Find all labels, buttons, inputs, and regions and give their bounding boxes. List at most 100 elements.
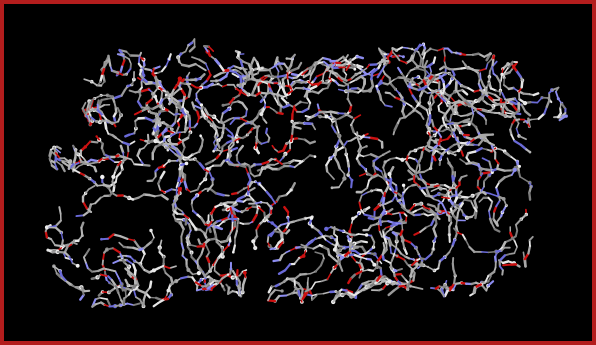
bond (259, 95, 267, 103)
bond (437, 192, 447, 197)
atom (199, 134, 202, 137)
bond (481, 157, 491, 163)
bond (75, 214, 85, 218)
bond (442, 121, 449, 130)
bond (241, 101, 249, 111)
bond (277, 93, 285, 98)
bond (217, 83, 224, 88)
bond (335, 124, 340, 134)
bond (116, 53, 126, 58)
bond (456, 211, 460, 220)
bond (302, 154, 311, 162)
bond (238, 117, 247, 122)
bond (515, 122, 520, 130)
bond (393, 76, 400, 81)
bond (299, 272, 308, 276)
bond (441, 202, 447, 212)
bond (329, 174, 335, 180)
bond (372, 156, 380, 163)
bond (190, 222, 198, 231)
atom (221, 103, 225, 107)
bond (378, 229, 383, 238)
bond (172, 88, 181, 96)
bond (290, 133, 294, 143)
bond (376, 273, 383, 282)
bond (465, 215, 473, 219)
bond (404, 101, 413, 107)
bond (383, 184, 390, 195)
bond (247, 62, 253, 72)
bond (145, 240, 153, 247)
bond (492, 210, 496, 220)
bond (379, 59, 390, 64)
bond (229, 117, 237, 125)
bond (370, 234, 376, 244)
atom (226, 273, 230, 276)
bond (292, 125, 302, 130)
bond (278, 294, 288, 298)
bond (86, 267, 93, 273)
bond (383, 235, 388, 245)
bond (472, 286, 476, 294)
bond (488, 210, 491, 220)
bond (399, 228, 404, 237)
bond (168, 148, 177, 155)
bond (335, 146, 344, 152)
bond (124, 278, 130, 287)
bond (200, 247, 205, 256)
bond (478, 133, 489, 137)
bond (136, 148, 142, 157)
bond (114, 164, 120, 172)
bond (79, 159, 87, 165)
bond (421, 84, 430, 90)
bond (179, 136, 190, 143)
bond (559, 103, 562, 109)
bond (470, 113, 475, 123)
bond (466, 112, 473, 117)
bond (387, 50, 393, 58)
bond (45, 224, 52, 229)
bond (457, 93, 466, 102)
bond (510, 134, 516, 142)
bond (422, 79, 428, 87)
bond (435, 71, 444, 76)
bond (86, 100, 91, 110)
bond (365, 257, 372, 261)
bond (266, 234, 270, 243)
bond (330, 124, 337, 133)
bond (241, 276, 247, 287)
bond (373, 204, 382, 211)
bond (99, 74, 104, 83)
bond (382, 242, 386, 250)
bond (219, 201, 230, 206)
atom (454, 153, 457, 157)
atom (249, 130, 252, 134)
bond (232, 270, 237, 276)
bond (132, 288, 137, 298)
bond (231, 72, 240, 78)
bond (283, 205, 290, 214)
bond (267, 230, 276, 237)
bond (174, 148, 182, 158)
bond (431, 146, 436, 156)
bond (106, 233, 115, 240)
bond (537, 112, 546, 121)
bond (291, 125, 294, 136)
bond (406, 263, 414, 270)
bond (426, 185, 436, 189)
bond (291, 105, 296, 115)
bond (414, 109, 422, 115)
atom (212, 149, 215, 153)
bond (398, 212, 402, 220)
bond (523, 257, 527, 268)
bond (269, 247, 277, 251)
atom (95, 135, 98, 138)
bond (259, 160, 270, 166)
bond (463, 198, 472, 202)
bond (492, 217, 499, 227)
bond (311, 123, 316, 131)
bond (126, 238, 135, 242)
bond (480, 251, 490, 254)
bond (483, 52, 492, 58)
